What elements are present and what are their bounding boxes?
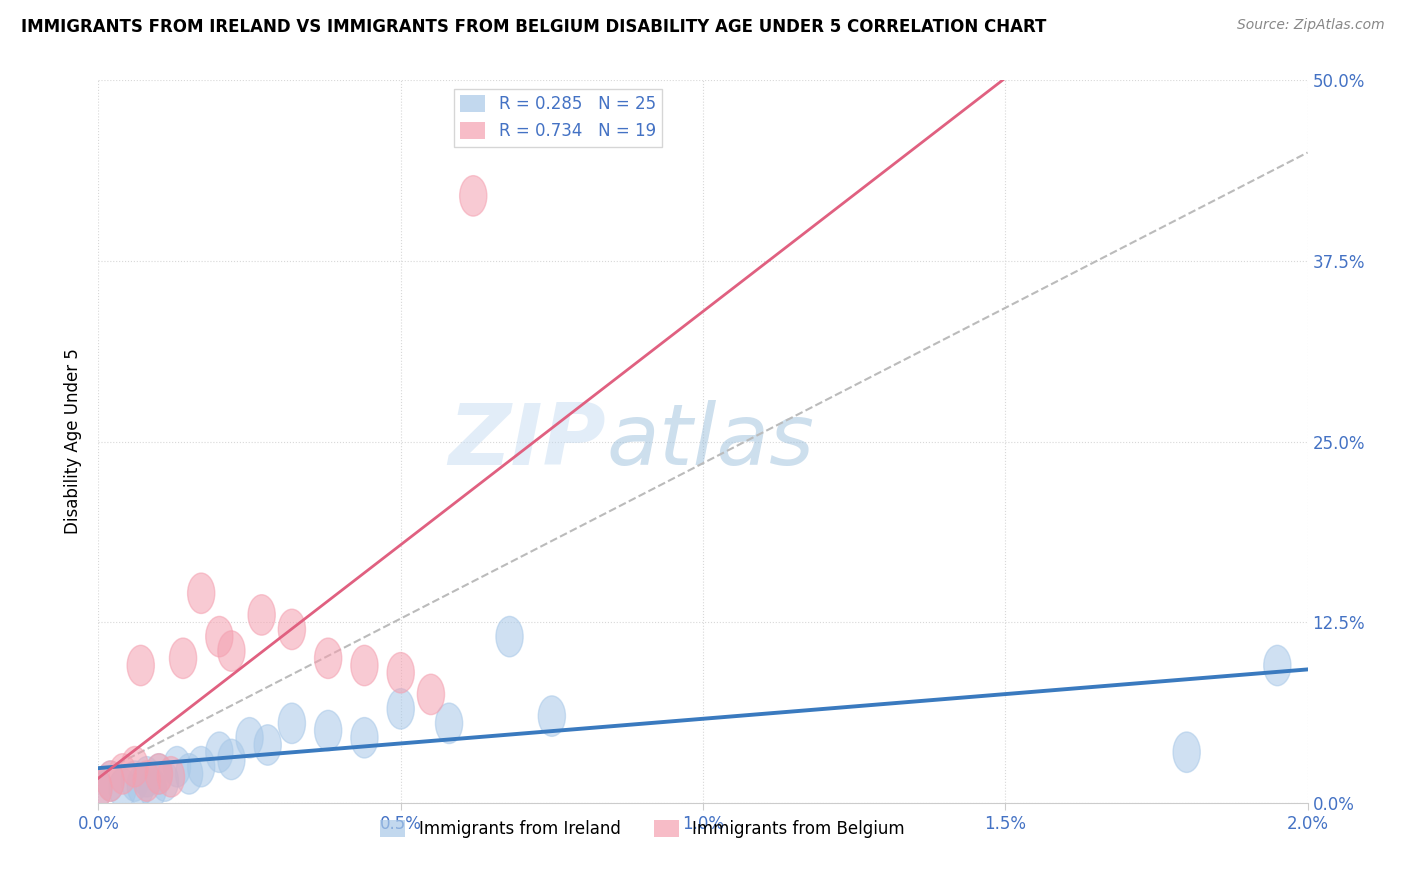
Ellipse shape <box>145 754 173 794</box>
Ellipse shape <box>205 732 233 772</box>
Ellipse shape <box>315 638 342 679</box>
Ellipse shape <box>254 725 281 765</box>
Ellipse shape <box>134 761 160 801</box>
Text: atlas: atlas <box>606 400 814 483</box>
Ellipse shape <box>84 768 112 808</box>
Ellipse shape <box>134 756 160 797</box>
Y-axis label: Disability Age Under 5: Disability Age Under 5 <box>65 349 83 534</box>
Ellipse shape <box>278 609 305 649</box>
Ellipse shape <box>187 747 215 787</box>
Ellipse shape <box>127 765 155 805</box>
Ellipse shape <box>315 710 342 751</box>
Ellipse shape <box>1264 645 1291 686</box>
Ellipse shape <box>176 754 202 794</box>
Ellipse shape <box>352 645 378 686</box>
Legend: Immigrants from Ireland, Immigrants from Belgium: Immigrants from Ireland, Immigrants from… <box>374 814 911 845</box>
Ellipse shape <box>97 761 124 801</box>
Ellipse shape <box>152 761 179 801</box>
Ellipse shape <box>436 703 463 744</box>
Ellipse shape <box>278 703 305 744</box>
Ellipse shape <box>145 754 173 794</box>
Ellipse shape <box>139 768 166 808</box>
Ellipse shape <box>157 756 184 797</box>
Text: ZIP: ZIP <box>449 400 606 483</box>
Ellipse shape <box>218 631 245 672</box>
Ellipse shape <box>236 717 263 758</box>
Text: IMMIGRANTS FROM IRELAND VS IMMIGRANTS FROM BELGIUM DISABILITY AGE UNDER 5 CORREL: IMMIGRANTS FROM IRELAND VS IMMIGRANTS FR… <box>21 18 1046 36</box>
Ellipse shape <box>121 761 148 801</box>
Ellipse shape <box>1173 732 1201 772</box>
Ellipse shape <box>352 717 378 758</box>
Ellipse shape <box>170 638 197 679</box>
Ellipse shape <box>460 176 486 216</box>
Ellipse shape <box>121 747 148 787</box>
Ellipse shape <box>84 768 112 808</box>
Ellipse shape <box>163 747 191 787</box>
Ellipse shape <box>418 674 444 714</box>
Ellipse shape <box>97 761 124 801</box>
Ellipse shape <box>205 616 233 657</box>
Text: Source: ZipAtlas.com: Source: ZipAtlas.com <box>1237 18 1385 32</box>
Ellipse shape <box>187 573 215 614</box>
Ellipse shape <box>110 768 136 808</box>
Ellipse shape <box>247 595 276 635</box>
Ellipse shape <box>538 696 565 736</box>
Ellipse shape <box>127 645 155 686</box>
Ellipse shape <box>110 754 136 794</box>
Ellipse shape <box>218 739 245 780</box>
Ellipse shape <box>387 653 415 693</box>
Ellipse shape <box>496 616 523 657</box>
Ellipse shape <box>387 689 415 729</box>
